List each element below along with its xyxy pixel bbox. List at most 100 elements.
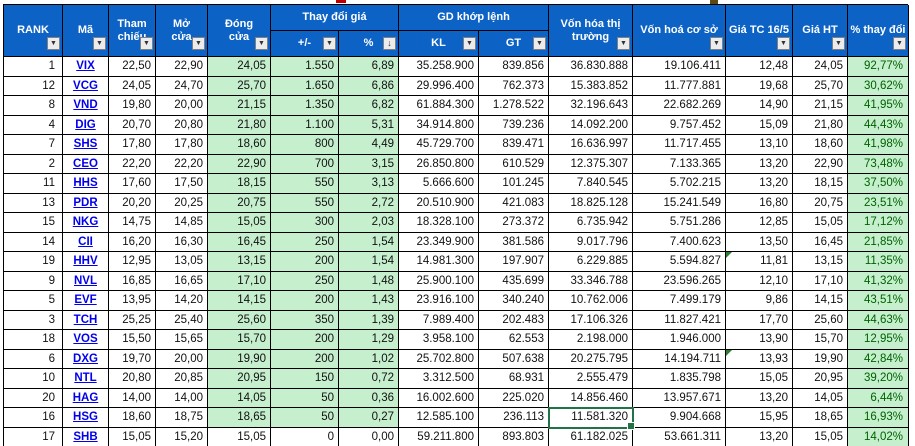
cell-vos-tc[interactable]: 13,90 (726, 330, 793, 350)
cell-dig-code[interactable]: DIG (63, 115, 109, 135)
cell-hag-ht[interactable]: 14,05 (793, 388, 848, 408)
cell-cii-bcap[interactable]: 7.400.623 (633, 232, 726, 252)
cell-dxg-chg_pct[interactable]: 1,02 (339, 349, 399, 369)
cell-vos-open[interactable]: 15,65 (156, 330, 208, 350)
cell-pdr-mcap[interactable]: 18.825.128 (549, 193, 633, 213)
cell-vcg-mcap[interactable]: 15.383.852 (549, 76, 633, 96)
header-pct-change[interactable]: % ↓ (339, 31, 399, 57)
cell-hhs-bcap[interactable]: 5.702.215 (633, 174, 726, 194)
cell-ceo-pct[interactable]: 73,48% (848, 154, 909, 174)
cell-shs-pct[interactable]: 41,98% (848, 135, 909, 155)
cell-ntl-tc[interactable]: 15,05 (726, 369, 793, 389)
cell-ntl-chg[interactable]: 150 (271, 369, 339, 389)
cell-vix-bcap[interactable]: 19.106.411 (633, 57, 726, 77)
cell-ceo-kl[interactable]: 26.850.800 (399, 154, 479, 174)
cell-vix-gt[interactable]: 839.856 (479, 57, 549, 77)
cell-tch-mcap[interactable]: 17.106.326 (549, 310, 633, 330)
cell-dxg-rank[interactable]: 6 (4, 349, 63, 369)
cell-nvl-chg_pct[interactable]: 1,48 (339, 271, 399, 291)
cell-vix-chg[interactable]: 1.550 (271, 57, 339, 77)
cell-ceo-mcap[interactable]: 12.375.307 (549, 154, 633, 174)
cell-vcg-pct[interactable]: 30,62% (848, 76, 909, 96)
cell-pdr-chg_pct[interactable]: 2,72 (339, 193, 399, 213)
cell-evf-rank[interactable]: 5 (4, 291, 63, 311)
cell-vos-mcap[interactable]: 2.198.000 (549, 330, 633, 350)
cell-shs-rank[interactable]: 7 (4, 135, 63, 155)
cell-cii-mcap[interactable]: 9.017.796 (549, 232, 633, 252)
cell-nvl-code[interactable]: NVL (63, 271, 109, 291)
cell-dig-pct[interactable]: 44,43% (848, 115, 909, 135)
header-group-thay-doi-gia[interactable]: Thay đổi giá (271, 5, 399, 31)
cell-shs-mcap[interactable]: 16.636.997 (549, 135, 633, 155)
cell-dig-rank[interactable]: 4 (4, 115, 63, 135)
cell-shb-close[interactable]: 15,05 (208, 427, 271, 446)
header-tham-chieu[interactable]: Tham chiếu ▼ (109, 5, 156, 57)
cell-hsg-chg[interactable]: 50 (271, 408, 339, 428)
cell-vix-open[interactable]: 22,90 (156, 57, 208, 77)
cell-hsg-tc[interactable]: 15,95 (726, 408, 793, 428)
cell-vcg-bcap[interactable]: 11.777.881 (633, 76, 726, 96)
cell-tch-code[interactable]: TCH (63, 310, 109, 330)
cell-vix-ht[interactable]: 24,05 (793, 57, 848, 77)
cell-shs-close[interactable]: 18,60 (208, 135, 271, 155)
cell-dxg-close[interactable]: 19,90 (208, 349, 271, 369)
cell-evf-chg[interactable]: 200 (271, 291, 339, 311)
filter-button-ma[interactable]: ▼ (93, 37, 106, 50)
cell-vix-chg_pct[interactable]: 6,89 (339, 57, 399, 77)
cell-ceo-code[interactable]: CEO (63, 154, 109, 174)
cell-vix-pct[interactable]: 92,77% (848, 57, 909, 77)
header-mo-cua[interactable]: Mở cửa ▼ (156, 5, 208, 57)
cell-hhv-chg[interactable]: 200 (271, 252, 339, 272)
cell-shb-rank[interactable]: 17 (4, 427, 63, 446)
cell-shs-ht[interactable]: 18,60 (793, 135, 848, 155)
cell-ntl-close[interactable]: 20,95 (208, 369, 271, 389)
cell-vnd-kl[interactable]: 61.884.300 (399, 96, 479, 116)
cell-dxg-gt[interactable]: 507.638 (479, 349, 549, 369)
header-plus-minus[interactable]: +/- ▼ (271, 31, 339, 57)
cell-dxg-pct[interactable]: 42,84% (848, 349, 909, 369)
cell-cii-pct[interactable]: 21,85% (848, 232, 909, 252)
cell-shb-mcap[interactable]: 61.182.025 (549, 427, 633, 446)
cell-cii-chg[interactable]: 250 (271, 232, 339, 252)
cell-vos-ref[interactable]: 15,50 (109, 330, 156, 350)
cell-vcg-open[interactable]: 24,70 (156, 76, 208, 96)
cell-evf-ht[interactable]: 14,15 (793, 291, 848, 311)
cell-vix-close[interactable]: 24,05 (208, 57, 271, 77)
cell-pdr-open[interactable]: 20,25 (156, 193, 208, 213)
cell-ntl-ht[interactable]: 20,95 (793, 369, 848, 389)
cell-hhs-code[interactable]: HHS (63, 174, 109, 194)
cell-vnd-mcap[interactable]: 32.196.643 (549, 96, 633, 116)
cell-shb-gt[interactable]: 893.803 (479, 427, 549, 446)
cell-pdr-ht[interactable]: 20,75 (793, 193, 848, 213)
filter-button-von-hoa-thi-truong[interactable]: ▼ (617, 37, 630, 50)
cell-hag-gt[interactable]: 225.020 (479, 388, 549, 408)
cell-shs-tc[interactable]: 13,10 (726, 135, 793, 155)
cell-shb-code[interactable]: SHB (63, 427, 109, 446)
cell-pdr-rank[interactable]: 13 (4, 193, 63, 213)
cell-vnd-code[interactable]: VND (63, 96, 109, 116)
cell-nkg-close[interactable]: 15,05 (208, 213, 271, 233)
cell-shb-tc[interactable]: 13,20 (726, 427, 793, 446)
filter-button-dong-cua[interactable]: ▼ (255, 37, 268, 50)
cell-hhv-code[interactable]: HHV (63, 252, 109, 272)
cell-tch-close[interactable]: 25,60 (208, 310, 271, 330)
cell-nvl-bcap[interactable]: 23.596.265 (633, 271, 726, 291)
cell-vnd-bcap[interactable]: 22.682.269 (633, 96, 726, 116)
cell-dxg-tc[interactable]: 13,93 (726, 349, 793, 369)
cell-tch-ht[interactable]: 25,60 (793, 310, 848, 330)
cell-vcg-ht[interactable]: 25,70 (793, 76, 848, 96)
cell-hsg-bcap[interactable]: 9.904.668 (633, 408, 726, 428)
cell-dig-chg_pct[interactable]: 5,31 (339, 115, 399, 135)
cell-dig-open[interactable]: 20,80 (156, 115, 208, 135)
cell-nvl-kl[interactable]: 25.900.100 (399, 271, 479, 291)
cell-hag-ref[interactable]: 14,00 (109, 388, 156, 408)
cell-ceo-ref[interactable]: 22,20 (109, 154, 156, 174)
cell-vcg-tc[interactable]: 19,68 (726, 76, 793, 96)
cell-nkg-ht[interactable]: 15,05 (793, 213, 848, 233)
cell-tch-pct[interactable]: 44,63% (848, 310, 909, 330)
cell-vnd-rank[interactable]: 8 (4, 96, 63, 116)
cell-hhs-open[interactable]: 17,50 (156, 174, 208, 194)
cell-nvl-rank[interactable]: 9 (4, 271, 63, 291)
header-gia-ht[interactable]: Giá HT ▼ (793, 5, 848, 57)
header-von-hoa-co-so[interactable]: Vốn hoá cơ sở ▼ (633, 5, 726, 57)
